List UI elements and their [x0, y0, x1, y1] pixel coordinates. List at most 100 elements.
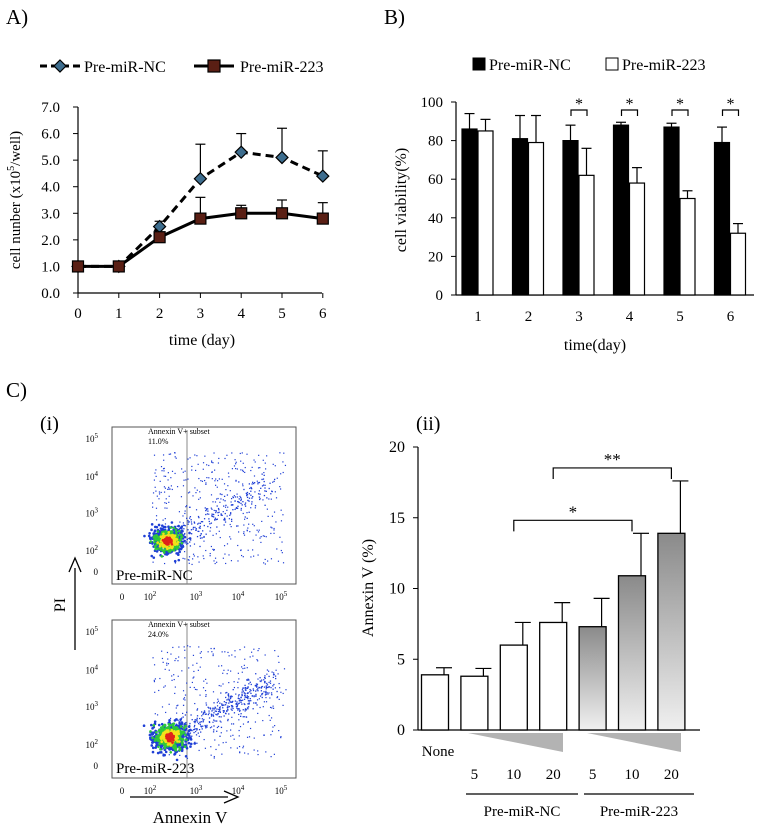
flow-event: [160, 740, 163, 744]
panel-c-ii-ylabel: Annexin V (%): [360, 539, 377, 637]
panel-b-ytick-label: 0: [436, 288, 444, 304]
flow-event: [164, 507, 166, 509]
flow-event: [157, 736, 160, 740]
flow-event: [264, 694, 267, 696]
flow-event: [200, 651, 202, 653]
flow-event: [253, 749, 255, 751]
flow-event: [167, 550, 171, 553]
flow-event: [184, 733, 187, 737]
flow-event: [255, 673, 257, 675]
flow-event: [250, 494, 252, 496]
flow-event: [206, 508, 208, 510]
flow-event: [210, 522, 213, 524]
flow-event: [247, 696, 250, 698]
flow-event: [235, 525, 238, 527]
flow-event: [248, 700, 251, 702]
flow-event: [255, 683, 258, 685]
flow-event: [193, 726, 196, 728]
flow-event: [231, 468, 234, 470]
flow-event: [222, 704, 224, 706]
flow-event: [238, 745, 241, 748]
flow-event: [185, 727, 188, 730]
flow-event: [154, 547, 157, 551]
flow-event: [225, 701, 227, 704]
flow-event: [237, 672, 239, 674]
flow-event: [234, 496, 237, 498]
panel-c-ii-significance: ***: [513, 450, 672, 532]
flow-event: [252, 688, 254, 690]
flow-event: [175, 457, 177, 459]
flow-event: [176, 525, 178, 527]
flow-event: [204, 507, 206, 509]
flow-event: [194, 720, 196, 722]
flow-event: [202, 468, 204, 470]
flow-event: [150, 523, 154, 526]
flow-event: [202, 721, 204, 723]
flow-event: [184, 525, 186, 527]
panel-b-significance-bracket: [721, 109, 740, 116]
flow-event: [213, 719, 215, 721]
flow-event: [184, 542, 186, 544]
flow-event: [163, 548, 167, 552]
flow-event: [226, 454, 228, 456]
flow-event: [236, 496, 239, 498]
flow-event: [239, 752, 241, 754]
flow-event: [265, 696, 267, 699]
flow-event: [174, 456, 176, 458]
flow-event: [242, 716, 244, 718]
flow-event: [189, 732, 192, 734]
flow-event: [167, 479, 169, 481]
flow-plot-nc-xtick-label: 103: [190, 590, 203, 602]
flow-event: [191, 730, 193, 732]
flow-event: [224, 521, 227, 523]
flow-event: [171, 675, 173, 677]
flow-event: [282, 704, 284, 706]
flow-event: [189, 728, 192, 732]
flow-plot-mir-subset-value: 24.0%: [148, 630, 169, 639]
flow-event: [183, 479, 185, 481]
panel-a-ytick-label: 5.0: [41, 153, 60, 169]
flow-event: [263, 734, 265, 736]
flow-event: [236, 747, 238, 749]
flow-event: [244, 502, 247, 504]
flow-event: [151, 731, 154, 735]
flow-event: [266, 692, 268, 694]
flow-event: [231, 520, 233, 522]
flow-event: [240, 499, 242, 502]
flow-event: [256, 529, 258, 531]
flow-event: [215, 748, 217, 751]
flow-event: [208, 518, 210, 520]
flow-event: [257, 688, 259, 690]
flow-event: [272, 672, 275, 674]
flow-event: [252, 523, 254, 525]
flow-event: [178, 511, 181, 513]
flow-event: [173, 730, 176, 733]
flow-event: [155, 730, 158, 734]
flow-event: [237, 708, 239, 710]
flow-event: [196, 717, 198, 719]
flow-event: [280, 736, 282, 739]
flow-event: [232, 723, 235, 725]
flow-event: [217, 514, 219, 517]
flow-event: [205, 549, 207, 552]
flow-event: [163, 470, 165, 472]
flow-event: [240, 469, 242, 471]
flow-event: [181, 717, 183, 719]
flow-event: [262, 706, 264, 708]
flow-event: [232, 705, 234, 708]
flow-event: [192, 553, 195, 555]
flow-plot-mir-xtick-label: 103: [190, 784, 203, 796]
flow-event: [217, 713, 219, 715]
flow-event: [211, 515, 213, 517]
flow-event: [246, 695, 248, 697]
flow-event: [179, 528, 181, 530]
flow-event: [191, 735, 193, 737]
flow-event: [244, 516, 246, 518]
flow-event: [230, 708, 232, 710]
legend-b-nc-label: Pre-miR-NC: [489, 57, 571, 74]
flow-event: [229, 523, 231, 526]
flow-event: [209, 530, 211, 532]
flow-event: [278, 661, 280, 663]
flow-tick-exponent: 4: [95, 470, 99, 478]
flow-plot-mir-ytick-label: 105: [86, 625, 99, 637]
